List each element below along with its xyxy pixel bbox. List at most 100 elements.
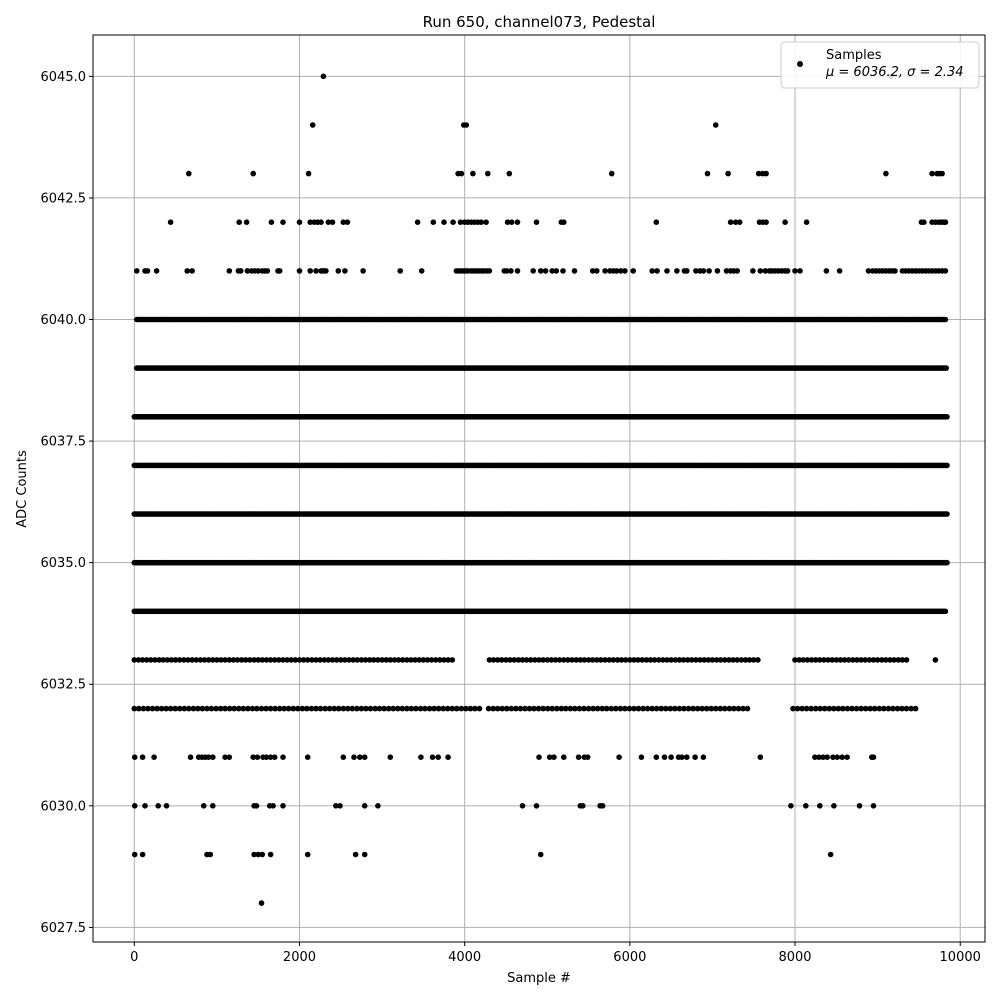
data-point bbox=[420, 657, 427, 663]
data-point bbox=[523, 657, 530, 663]
data-point bbox=[693, 268, 699, 274]
y-tick-label: 6032.5 bbox=[41, 678, 87, 693]
data-point bbox=[323, 268, 329, 274]
data-point bbox=[207, 851, 214, 858]
data-point bbox=[530, 268, 536, 274]
data-point bbox=[226, 657, 233, 663]
data-point bbox=[390, 705, 397, 712]
data-point bbox=[701, 657, 707, 663]
data-point bbox=[804, 657, 811, 663]
data-point bbox=[639, 657, 645, 663]
data-point bbox=[824, 754, 830, 760]
data-point bbox=[614, 657, 621, 663]
data-point bbox=[685, 705, 692, 712]
data-point bbox=[653, 219, 660, 225]
data-point bbox=[788, 803, 794, 809]
data-point bbox=[148, 657, 154, 663]
data-point bbox=[694, 705, 701, 712]
data-point bbox=[660, 657, 666, 663]
data-point bbox=[533, 219, 540, 225]
data-point bbox=[296, 219, 303, 225]
data-point bbox=[267, 705, 274, 712]
data-point bbox=[725, 170, 731, 177]
data-point bbox=[554, 705, 560, 712]
data-point bbox=[358, 705, 365, 712]
data-point bbox=[433, 657, 439, 663]
data-point bbox=[205, 754, 212, 760]
data-point bbox=[270, 803, 276, 809]
data-point bbox=[352, 851, 359, 858]
data-point bbox=[144, 268, 151, 274]
data-point bbox=[870, 754, 877, 760]
data-point bbox=[616, 754, 622, 760]
data-point bbox=[440, 705, 447, 712]
data-point bbox=[784, 268, 791, 274]
data-point bbox=[602, 657, 608, 663]
data-point bbox=[504, 268, 510, 274]
data-point bbox=[796, 657, 802, 663]
data-point bbox=[254, 754, 261, 760]
data-point bbox=[594, 657, 600, 663]
data-point bbox=[732, 219, 739, 225]
data-point bbox=[139, 657, 146, 663]
data-point bbox=[490, 657, 497, 663]
data-point bbox=[871, 705, 878, 712]
data-point bbox=[236, 219, 242, 225]
data-point bbox=[131, 803, 138, 809]
data-point bbox=[358, 657, 365, 663]
data-point bbox=[408, 657, 414, 663]
data-point bbox=[167, 219, 174, 225]
data-point bbox=[412, 657, 418, 663]
data-point bbox=[413, 705, 419, 712]
data-point bbox=[929, 170, 935, 177]
data-point bbox=[580, 803, 586, 809]
data-point bbox=[445, 754, 451, 760]
data-point bbox=[342, 657, 348, 663]
data-point bbox=[531, 705, 537, 712]
data-point bbox=[517, 705, 524, 712]
data-point bbox=[295, 705, 301, 712]
data-point bbox=[617, 705, 624, 712]
data-point bbox=[322, 705, 328, 712]
data-point bbox=[395, 657, 402, 663]
data-point bbox=[195, 705, 201, 712]
data-point bbox=[230, 657, 237, 663]
data-point bbox=[708, 705, 714, 712]
data-point bbox=[429, 754, 436, 760]
data-point bbox=[714, 268, 721, 274]
data-point bbox=[472, 705, 478, 712]
data-point bbox=[361, 803, 368, 809]
data-point bbox=[514, 219, 521, 225]
data-point bbox=[317, 705, 324, 712]
data-point bbox=[830, 754, 836, 760]
data-point bbox=[300, 657, 307, 663]
data-point bbox=[506, 170, 513, 177]
data-point bbox=[585, 705, 592, 712]
data-point bbox=[676, 657, 683, 663]
data-point bbox=[167, 705, 174, 712]
data-point bbox=[391, 657, 398, 663]
data-point bbox=[247, 657, 253, 663]
data-point bbox=[454, 705, 460, 712]
data-point bbox=[320, 73, 327, 80]
y-tick-label: 6037.5 bbox=[41, 435, 87, 450]
data-point bbox=[186, 705, 192, 712]
data-point bbox=[222, 657, 228, 663]
x-axis-label: Sample # bbox=[507, 971, 571, 986]
data-point bbox=[514, 268, 521, 274]
data-point bbox=[526, 705, 533, 712]
data-point bbox=[858, 705, 864, 712]
data-point bbox=[558, 705, 565, 712]
data-point bbox=[854, 657, 860, 663]
data-point bbox=[309, 657, 315, 663]
data-point bbox=[820, 754, 826, 760]
data-point bbox=[318, 219, 324, 225]
data-point bbox=[136, 705, 142, 712]
data-point bbox=[608, 705, 615, 712]
data-point bbox=[156, 657, 162, 663]
data-point bbox=[881, 705, 887, 712]
legend: Samples μ = 6036.2, σ = 2.34 bbox=[780, 41, 980, 89]
data-point bbox=[944, 559, 950, 566]
data-point bbox=[726, 705, 733, 712]
